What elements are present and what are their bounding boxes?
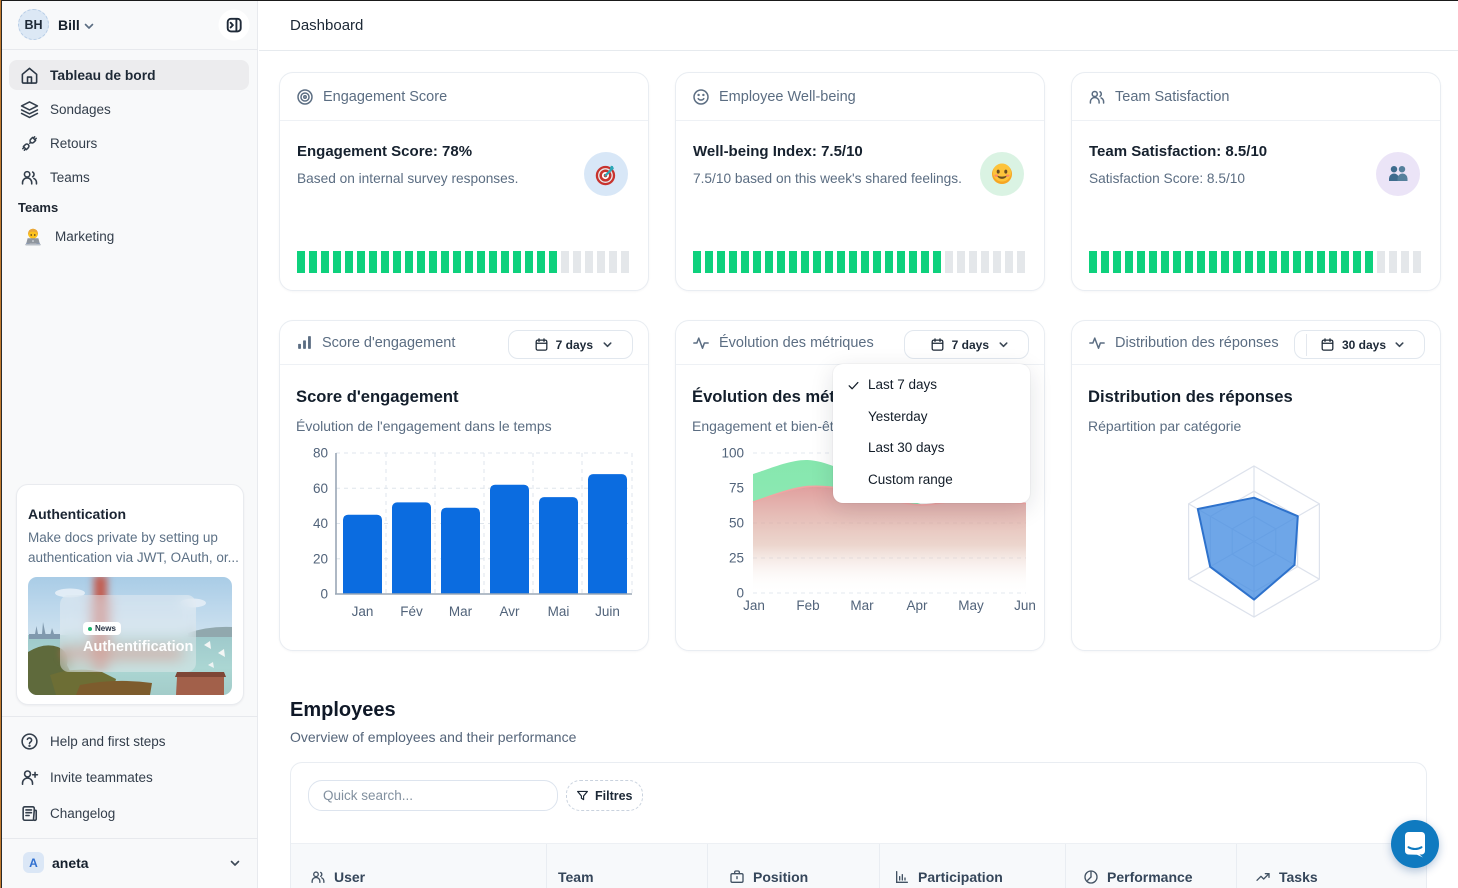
svg-text:Jun: Jun xyxy=(1014,598,1036,613)
svg-text:25: 25 xyxy=(729,551,744,566)
svg-text:Juin: Juin xyxy=(595,604,620,619)
svg-text:0: 0 xyxy=(320,587,328,602)
svg-text:Mar: Mar xyxy=(449,604,473,619)
svg-text:100: 100 xyxy=(721,446,744,461)
svg-text:Mai: Mai xyxy=(548,604,570,619)
svg-text:Mar: Mar xyxy=(850,598,874,613)
svg-text:Feb: Feb xyxy=(796,598,819,613)
svg-text:May: May xyxy=(958,598,984,613)
svg-text:0: 0 xyxy=(736,586,744,601)
svg-text:Jan: Jan xyxy=(743,598,765,613)
svg-text:75: 75 xyxy=(729,481,744,496)
svg-text:20: 20 xyxy=(313,551,328,566)
svg-text:60: 60 xyxy=(313,481,328,496)
svg-text:40: 40 xyxy=(313,516,328,531)
svg-text:80: 80 xyxy=(313,446,328,461)
svg-text:Apr: Apr xyxy=(906,598,928,613)
svg-text:Fév: Fév xyxy=(400,604,423,619)
svg-text:50: 50 xyxy=(729,516,744,531)
svg-text:Avr: Avr xyxy=(499,604,520,619)
svg-text:Jan: Jan xyxy=(352,604,374,619)
